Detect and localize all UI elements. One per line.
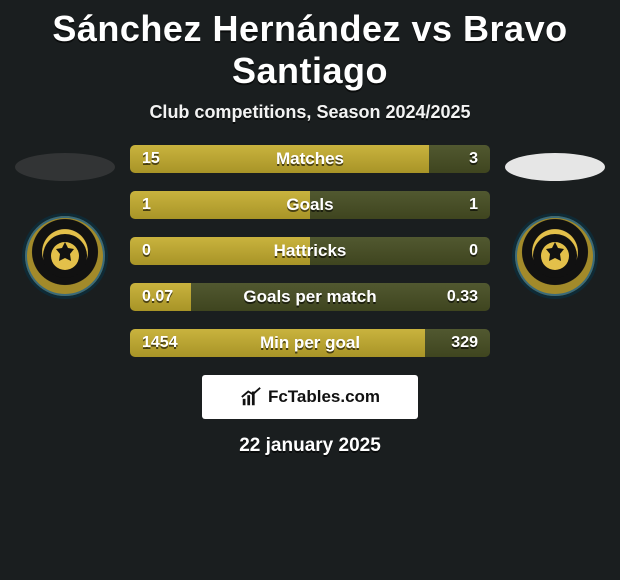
flag-right [505, 153, 605, 181]
comparison-layout: 153Matches11Goals00Hattricks0.070.33Goal… [0, 145, 620, 357]
stat-value-right: 3 [469, 145, 478, 173]
player-right-column [500, 145, 610, 299]
stat-fill-left [130, 237, 310, 265]
stat-bar: 153Matches [130, 145, 490, 173]
attribution-badge: FcTables.com [202, 375, 418, 419]
club-badge-right [512, 213, 598, 299]
lion-icon [531, 232, 579, 280]
stat-value-left: 1 [142, 191, 151, 219]
club-badge-left [22, 213, 108, 299]
stat-bars: 153Matches11Goals00Hattricks0.070.33Goal… [130, 145, 490, 357]
stat-value-left: 0 [142, 237, 151, 265]
flag-left [15, 153, 115, 181]
stat-fill-right [310, 237, 490, 265]
stat-fill-left [130, 145, 429, 173]
date-text: 22 january 2025 [0, 435, 620, 457]
lion-icon [41, 232, 89, 280]
stat-fill-right [191, 283, 490, 311]
player-left-column [10, 145, 120, 299]
stat-value-right: 329 [451, 329, 478, 357]
subtitle: Club competitions, Season 2024/2025 [0, 102, 620, 123]
chart-icon [240, 386, 262, 408]
stat-bar: 0.070.33Goals per match [130, 283, 490, 311]
stat-value-right: 0 [469, 237, 478, 265]
stat-fill-right [429, 145, 490, 173]
page-title: Sánchez Hernández vs Bravo Santiago [0, 8, 620, 92]
attribution-text: FcTables.com [268, 387, 380, 407]
stat-fill-right [310, 191, 490, 219]
stat-value-left: 15 [142, 145, 160, 173]
stat-fill-left [130, 191, 310, 219]
stat-bar: 11Goals [130, 191, 490, 219]
stat-bar: 1454329Min per goal [130, 329, 490, 357]
stat-value-left: 0.07 [142, 283, 173, 311]
stat-value-right: 0.33 [447, 283, 478, 311]
stat-value-right: 1 [469, 191, 478, 219]
stat-value-left: 1454 [142, 329, 178, 357]
stat-bar: 00Hattricks [130, 237, 490, 265]
